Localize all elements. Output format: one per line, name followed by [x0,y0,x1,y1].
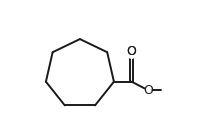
Circle shape [129,52,135,58]
Text: O: O [127,45,137,58]
Text: O: O [143,84,153,97]
Text: O: O [127,45,137,58]
Circle shape [145,87,151,93]
